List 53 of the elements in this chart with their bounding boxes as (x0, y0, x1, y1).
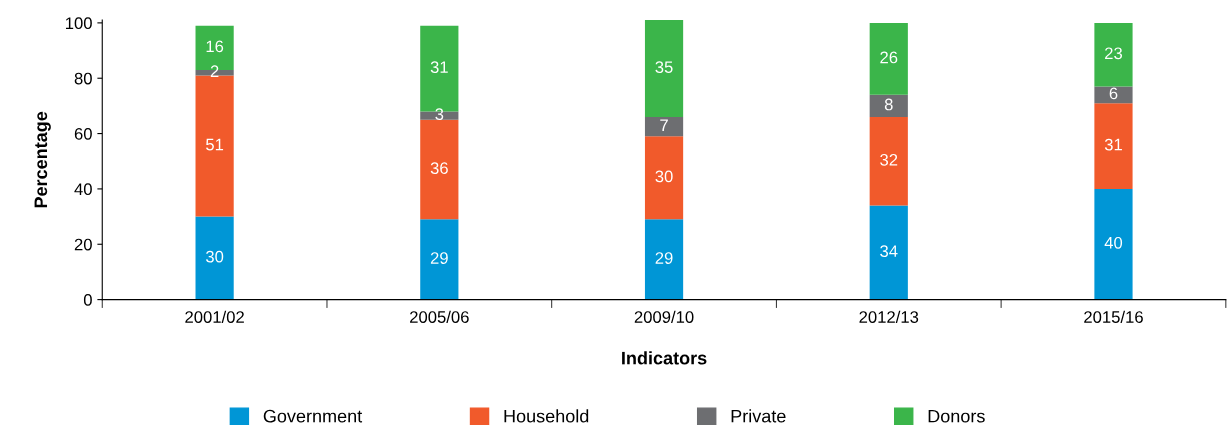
x-tick-label: 2009/10 (634, 310, 694, 323)
legend-label: Government (263, 409, 363, 423)
bar (869, 94, 908, 117)
data-label: 31 (430, 61, 448, 74)
bar (420, 219, 459, 300)
data-label: 16 (206, 40, 224, 53)
x-tick-label: 2001/02 (185, 310, 244, 323)
y-tick-label: 60 (74, 127, 92, 140)
bar (644, 20, 684, 117)
data-label: 36 (430, 162, 448, 175)
x-axis-title: Indicators (622, 351, 707, 365)
bar (1094, 86, 1133, 104)
data-label: 2 (210, 65, 219, 77)
x-tick-label: 2005/06 (410, 310, 469, 323)
data-label: 26 (880, 51, 898, 64)
y-tick-label: 40 (74, 183, 92, 196)
y-tick-label: 0 (83, 294, 92, 306)
legend-label: Donors (928, 409, 985, 423)
bar (420, 119, 459, 220)
bar (869, 116, 908, 206)
data-label: 30 (655, 170, 673, 183)
x-tick-label: 2012/13 (859, 310, 919, 323)
y-tick-label: 100 (66, 17, 92, 30)
bar (644, 219, 684, 300)
data-label: 8 (884, 98, 893, 111)
x-tick-label: 2015/16 (1084, 310, 1143, 323)
bar (195, 75, 234, 217)
bar (1094, 188, 1133, 300)
data-label: 32 (880, 153, 898, 166)
data-label: 34 (880, 245, 898, 258)
data-label: 30 (205, 250, 224, 263)
bar (195, 216, 234, 300)
bar (644, 136, 684, 220)
y-tick-label: 80 (74, 72, 92, 85)
bar (644, 116, 684, 137)
data-label: 7 (660, 119, 668, 131)
data-label: 35 (655, 61, 673, 74)
data-label: 29 (655, 252, 673, 264)
bar (869, 205, 908, 300)
data-label: 6 (1109, 87, 1118, 100)
data-label: 51 (206, 138, 224, 151)
data-label: 40 (1104, 236, 1123, 249)
legend-label: Household (504, 409, 589, 423)
legend-label: Private (731, 409, 786, 423)
bar (1094, 22, 1133, 87)
data-label: 29 (430, 252, 448, 264)
y-axis-title: Percentage (34, 111, 51, 208)
data-label: 3 (435, 108, 444, 121)
data-label: 31 (1104, 138, 1122, 151)
bar (1094, 103, 1133, 189)
data-label: 23 (1105, 47, 1123, 60)
bar (869, 22, 908, 95)
y-tick-label: 20 (74, 238, 92, 251)
